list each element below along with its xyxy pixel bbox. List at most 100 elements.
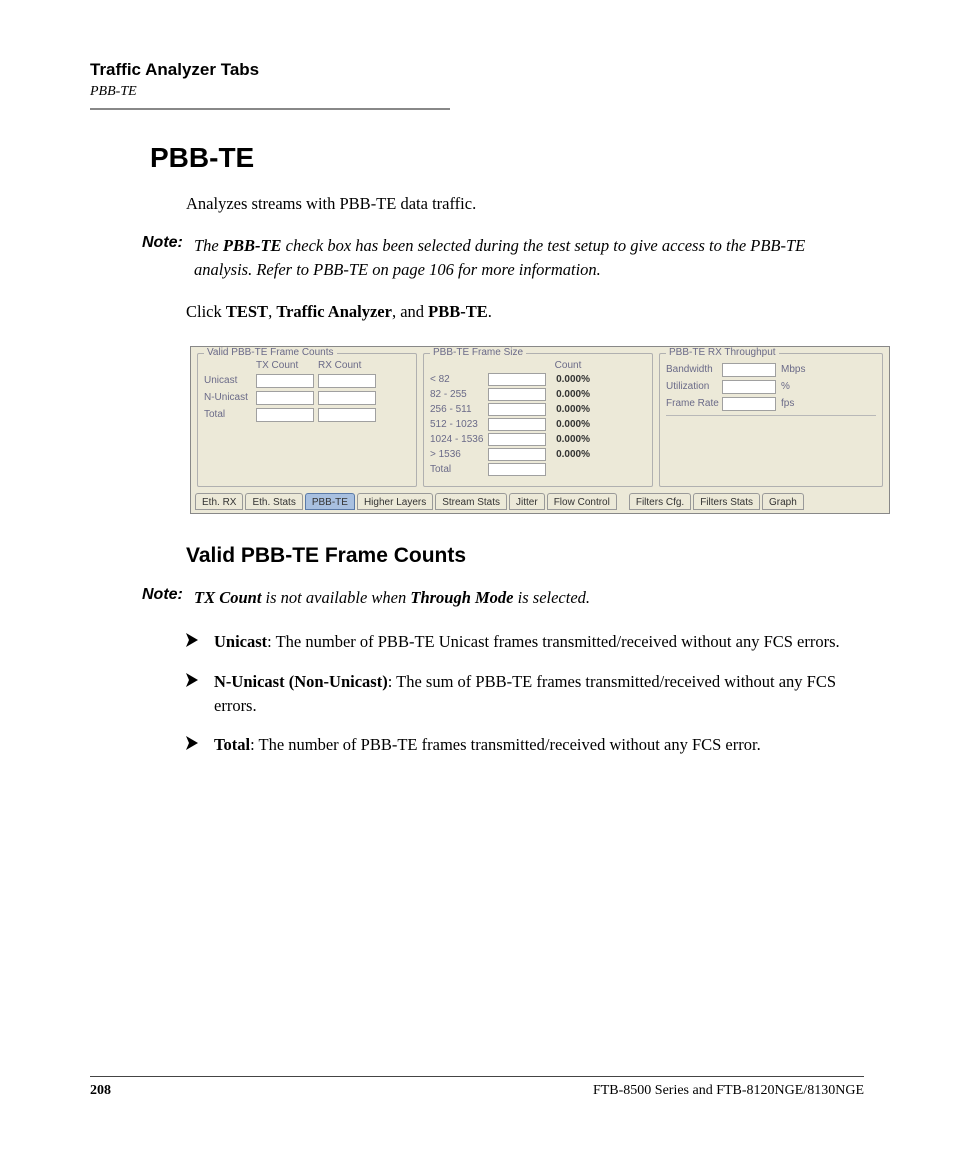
tab-pbb-te[interactable]: PBB-TE <box>305 493 355 510</box>
note-body: The PBB-TE check box has been selected d… <box>194 234 864 282</box>
throughput-row: Utilization% <box>666 380 876 394</box>
footer-rule <box>90 1076 864 1077</box>
frame-size-row: 1024 - 1536 0.000% <box>430 433 646 446</box>
fs-count-field[interactable] <box>488 448 546 461</box>
throughput-rule <box>666 415 876 416</box>
fs-row-label: 82 - 255 <box>430 389 488 400</box>
tp-value-field[interactable] <box>722 380 776 394</box>
tab-stream-stats[interactable]: Stream Stats <box>435 493 507 510</box>
fs-percent: 0.000% <box>546 404 590 415</box>
arrow-icon <box>186 670 214 692</box>
col-rx-header: RX Count <box>318 360 376 371</box>
fs-count-field[interactable] <box>488 403 546 416</box>
page-header: Traffic Analyzer Tabs PBB-TE <box>90 60 864 110</box>
note-bold: Through Mode <box>410 588 513 607</box>
list-item: N-Unicast (Non-Unicast): The sum of PBB-… <box>186 670 864 718</box>
tx-count-field[interactable] <box>256 408 314 422</box>
tp-unit: % <box>776 381 804 392</box>
tx-count-field[interactable] <box>256 374 314 388</box>
arrow-icon <box>186 630 214 652</box>
note-text: check box has been selected during the t… <box>194 236 805 279</box>
note-text: The <box>194 236 223 255</box>
frame-size-row: < 820.000% <box>430 373 646 386</box>
fc-row-label: Total <box>204 409 256 420</box>
click-text: . <box>488 302 492 321</box>
tab-filters-stats[interactable]: Filters Stats <box>693 493 760 510</box>
fs-count-field[interactable] <box>488 388 546 401</box>
tab-eth-rx[interactable]: Eth. RX <box>195 493 243 510</box>
screenshot-panel-holder: Valid PBB-TE Frame Counts TX Count RX Co… <box>190 346 864 514</box>
fs-count-field[interactable] <box>488 433 546 446</box>
rx-count-field[interactable] <box>318 391 376 405</box>
fs-percent: 0.000% <box>546 434 590 445</box>
pbb-te-panel: Valid PBB-TE Frame Counts TX Count RX Co… <box>190 346 890 514</box>
tp-row-label: Frame Rate <box>666 398 722 409</box>
frame-counts-row: Total <box>204 408 410 422</box>
tab-higher-layers[interactable]: Higher Layers <box>357 493 433 510</box>
tp-unit: fps <box>776 398 804 409</box>
tp-value-field[interactable] <box>722 397 776 411</box>
click-text: , and <box>392 302 428 321</box>
frame-counts-row: N-Unicast <box>204 391 410 405</box>
tab-filters-cfg-[interactable]: Filters Cfg. <box>629 493 691 510</box>
list-item: Unicast: The number of PBB-TE Unicast fr… <box>186 630 864 654</box>
frame-size-row: Total <box>430 463 646 476</box>
frame-size-col-header: Count <box>490 360 646 371</box>
tab-flow-control[interactable]: Flow Control <box>547 493 617 510</box>
list-text: N-Unicast (Non-Unicast): The sum of PBB-… <box>214 670 864 718</box>
tp-value-field[interactable] <box>722 363 776 377</box>
frame-size-row: 256 - 511 0.000% <box>430 403 646 416</box>
page-footer: 208 FTB-8500 Series and FTB-8120NGE/8130… <box>90 1076 864 1099</box>
intro-text: Analyzes streams with PBB-TE data traffi… <box>186 192 864 216</box>
fs-percent: 0.000% <box>546 389 590 400</box>
tab-eth-stats[interactable]: Eth. Stats <box>245 493 302 510</box>
frame-size-title: PBB-TE Frame Size <box>430 347 526 358</box>
panel-tabs: Eth. RXEth. StatsPBB-TEHigher LayersStre… <box>191 493 889 513</box>
page-title: PBB-TE <box>150 142 864 174</box>
frame-counts-headers: TX Count RX Count <box>204 360 410 371</box>
click-bold: PBB-TE <box>428 302 488 321</box>
note-bold: PBB-TE <box>223 236 282 255</box>
tab-graph[interactable]: Graph <box>762 493 804 510</box>
click-instruction: Click TEST, Traffic Analyzer, and PBB-TE… <box>186 302 864 322</box>
fs-row-label: Total <box>430 464 488 475</box>
fs-count-field[interactable] <box>488 463 546 476</box>
note-text: is selected. <box>514 588 591 607</box>
fs-row-label: 1024 - 1536 <box>430 434 488 445</box>
note-body: TX Count is not available when Through M… <box>194 586 864 610</box>
rx-count-field[interactable] <box>318 374 376 388</box>
fs-count-field[interactable] <box>488 373 546 386</box>
fs-count-field[interactable] <box>488 418 546 431</box>
rx-count-field[interactable] <box>318 408 376 422</box>
fc-row-label: Unicast <box>204 375 256 386</box>
bullet-list: Unicast: The number of PBB-TE Unicast fr… <box>186 630 864 758</box>
fs-row-label: > 1536 <box>430 449 488 460</box>
fs-row-label: 512 - 1023 <box>430 419 488 430</box>
click-text: Click <box>186 302 226 321</box>
note-bold: TX Count <box>194 588 261 607</box>
note-text: is not available when <box>261 588 410 607</box>
fs-row-label: 256 - 511 <box>430 404 488 415</box>
fc-row-label: N-Unicast <box>204 392 256 403</box>
tp-unit: Mbps <box>776 364 804 375</box>
header-title: Traffic Analyzer Tabs <box>90 60 864 80</box>
note-1: Note: The PBB-TE check box has been sele… <box>142 234 864 282</box>
note-2: Note: TX Count is not available when Thr… <box>142 586 864 610</box>
frame-size-group: PBB-TE Frame Size Count < 820.000%82 - 2… <box>423 353 653 487</box>
click-bold: TEST <box>226 302 268 321</box>
content-area: PBB-TE Analyzes streams with PBB-TE data… <box>150 142 864 757</box>
frame-counts-row: Unicast <box>204 374 410 388</box>
throughput-row: Frame Rate fps <box>666 397 876 411</box>
click-bold: Traffic Analyzer <box>276 302 392 321</box>
tx-count-field[interactable] <box>256 391 314 405</box>
header-subtitle: PBB-TE <box>90 84 864 100</box>
frame-counts-group: Valid PBB-TE Frame Counts TX Count RX Co… <box>197 353 417 487</box>
list-text: Unicast: The number of PBB-TE Unicast fr… <box>214 630 864 654</box>
list-text: Total: The number of PBB-TE frames trans… <box>214 733 864 757</box>
note-prefix: Note: <box>142 586 194 604</box>
note-prefix: Note: <box>142 234 194 252</box>
fs-percent: 0.000% <box>546 374 590 385</box>
tab-jitter[interactable]: Jitter <box>509 493 545 510</box>
page-number: 208 <box>90 1083 111 1099</box>
frame-counts-title: Valid PBB-TE Frame Counts <box>204 347 337 358</box>
